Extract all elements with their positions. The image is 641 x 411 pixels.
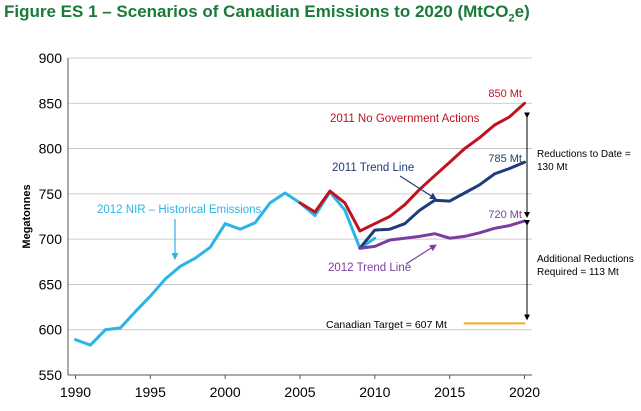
- y-tick-label: 600: [39, 322, 63, 338]
- chart-title: Figure ES 1 – Scenarios of Canadian Emis…: [4, 2, 530, 25]
- arrow-trend-2012: [405, 244, 437, 265]
- series-lines: [74, 101, 526, 347]
- label-reductions-to-date: 130 Mt: [537, 162, 568, 173]
- x-tick-label: 2000: [210, 384, 241, 400]
- y-tick-label: 850: [39, 95, 63, 111]
- x-tick-label: 1990: [60, 384, 91, 400]
- y-tick-label: 650: [39, 276, 63, 292]
- y-tick-label: 550: [39, 367, 63, 383]
- series-line-1: [298, 101, 526, 233]
- label-trend-2011: 2011 Trend Line: [332, 162, 414, 174]
- label-target: Canadian Target = 607 Mt: [326, 319, 447, 331]
- x-tick-label: 2005: [284, 384, 315, 400]
- label-trend-2012: 2012 Trend Line: [328, 262, 411, 274]
- x-tick-label: 2010: [359, 384, 390, 400]
- series-line-2: [358, 160, 526, 250]
- label-additional-reductions: Required = 113 Mt: [537, 267, 619, 278]
- label-no-action: 2011 No Government Actions: [330, 113, 480, 125]
- series-line-3: [358, 219, 526, 250]
- label-reductions-to-date: Reductions to Date =: [537, 149, 631, 160]
- y-tick-label: 700: [39, 231, 63, 247]
- y-tick-label: 900: [39, 50, 63, 66]
- annotations: 850 Mt 785 Mt 720 Mt 2011 No Government Act…: [97, 88, 634, 331]
- axes: 550 600 650 700 750 800 850 900 1990 1995 2000 2005…: [21, 50, 540, 400]
- label-850: 850 Mt: [488, 88, 522, 100]
- y-tick-label: 750: [39, 186, 63, 202]
- arrow-trend-2011: [399, 175, 437, 200]
- label-785: 785 Mt: [488, 153, 522, 165]
- label-historical: 2012 NIR – Historical Emissions: [97, 204, 262, 216]
- gridlines: [68, 57, 532, 331]
- y-tick-label: 800: [39, 141, 63, 157]
- x-tick-label: 2020: [509, 384, 540, 400]
- label-720: 720 Mt: [488, 209, 522, 221]
- x-tick-label: 2015: [434, 384, 465, 400]
- y-axis-label: Megatonnes: [21, 184, 33, 248]
- label-additional-reductions: Additional Reductions: [537, 254, 634, 265]
- x-tick-label: 1995: [135, 384, 166, 400]
